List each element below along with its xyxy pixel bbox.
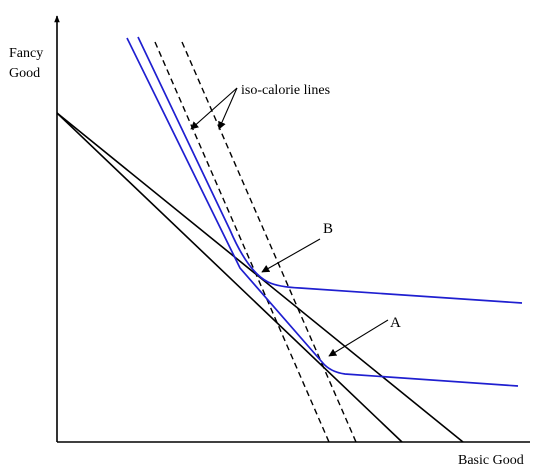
iso-calorie-line-left [154,41,330,443]
x-axis-label: Basic Good [458,453,524,468]
y-axis-label-line2: Good [9,66,40,81]
iso-calorie-line-right [181,41,357,443]
point-b-arrow [261,238,321,273]
point-b-label: B [323,221,333,237]
indifference-curve-lower [126,37,519,387]
y-axis-label-line1: Fancy [9,46,43,61]
iso-calorie-arrow-left [190,87,238,130]
indifference-curve-upper [137,36,523,304]
iso-calorie-arrow-right [218,87,238,130]
point-a-arrow [328,319,389,357]
point-a-label: A [390,315,401,331]
iso-calorie-label: iso-calorie lines [241,83,330,98]
budget-line-steep [56,112,403,443]
